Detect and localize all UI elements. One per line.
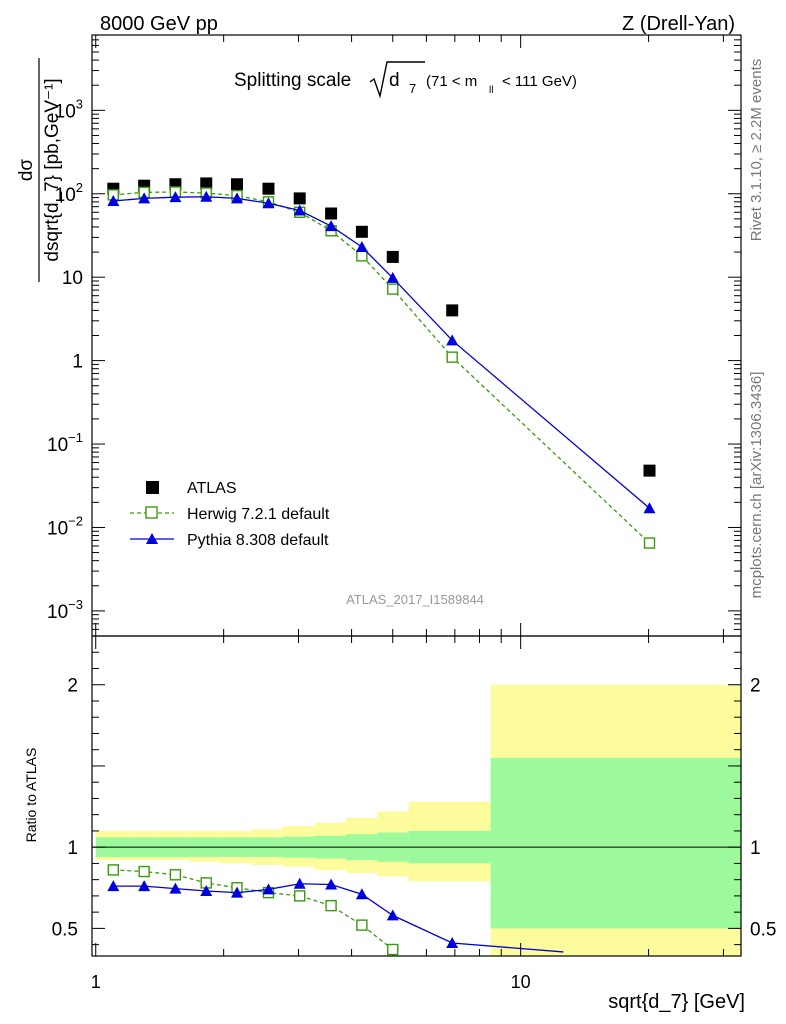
ratio-y-tick-label-right: 0.5	[750, 919, 776, 940]
data-point	[230, 178, 243, 191]
data-point	[356, 250, 368, 262]
ratio-y-tick-label-left: 2	[67, 676, 78, 697]
data-point	[643, 464, 656, 477]
ratio-point	[386, 909, 399, 921]
analysis-id: ATLAS_2017_I1589844	[346, 592, 484, 607]
data-point	[643, 537, 656, 549]
x-axis-label: sqrt{d_7} [GeV]	[608, 991, 745, 1013]
chart-marks: 1 10 10−3 10−2 10−1 1 10 102 103 0.5 0.5 1 1 2 2	[47, 34, 776, 992]
rivet-label: Rivet 3.1.10, ≥ 2.2M events	[748, 59, 765, 242]
ratio-point	[138, 865, 150, 878]
data-point	[387, 283, 399, 295]
ratio-point	[325, 878, 338, 890]
data-point	[169, 191, 182, 203]
ratio-point	[387, 943, 399, 956]
title-cut-open: (71 < m	[426, 73, 477, 90]
data-point	[386, 250, 399, 263]
ratio-line	[113, 869, 394, 951]
header-left: 8000 GeV pp	[100, 13, 218, 35]
data-point	[200, 177, 213, 190]
ratio-ylabel: Ratio to ATLAS	[23, 748, 39, 843]
data-point	[446, 334, 459, 346]
header-right: Z (Drell-Yan)	[622, 13, 735, 35]
ratio-point	[200, 885, 213, 897]
ratio-y-tick-label-left: 1	[67, 838, 78, 859]
x-tick-label: 1	[91, 972, 101, 992]
ylabel-numerator: dσ	[16, 159, 37, 182]
data-point	[446, 351, 458, 363]
main-ylabel: dσ dsqrt{d_7} [pb,GeV⁻¹]	[16, 58, 63, 282]
y-tick-label: 103	[55, 96, 83, 122]
ratio-point	[169, 882, 182, 894]
title-cut-sub: ll	[489, 85, 493, 96]
band-inner	[490, 757, 741, 929]
ratio-point	[293, 877, 306, 889]
series-line	[113, 196, 650, 509]
ratio-line	[113, 883, 564, 953]
y-tick-label: 10	[62, 268, 83, 289]
main-series-pythia	[107, 190, 656, 514]
ratio-y-tick-label-right: 1	[750, 838, 761, 859]
sqrt-sign-icon	[369, 61, 425, 99]
ratio-point	[294, 890, 306, 902]
ratio-point	[446, 937, 459, 949]
ratio-point	[169, 869, 182, 881]
legend-pythia-marker	[146, 533, 158, 544]
ratio-point	[230, 886, 243, 898]
ratio-point	[262, 883, 275, 895]
data-point	[446, 304, 459, 317]
ratio-point	[138, 880, 151, 892]
ratio-point	[107, 880, 120, 892]
ratio-point	[107, 864, 120, 876]
x-tick-label: 10	[511, 972, 531, 992]
title-cut-close: < 111 GeV)	[502, 73, 577, 90]
y-tick-label: 10−1	[47, 430, 83, 456]
data-point	[643, 502, 656, 514]
ratio-bands	[95, 684, 741, 956]
data-point	[293, 192, 306, 205]
data-point	[325, 220, 338, 232]
title-var: d	[389, 70, 400, 91]
ratio-point	[325, 899, 337, 912]
data-point	[262, 197, 275, 209]
data-point	[386, 271, 399, 283]
ratio-series-pythia	[107, 877, 564, 953]
legend-atlas-label: ATLAS	[187, 480, 237, 497]
data-point	[293, 204, 306, 216]
ylabel-denominator: dsqrt{d_7} [pb,GeV⁻¹]	[42, 78, 63, 261]
plot-title: Splitting scale d 7 (71 < m ll < 111 GeV…	[234, 61, 577, 99]
main-series-atlas	[107, 177, 656, 477]
legend-herwig-label: Herwig 7.2.1 default	[187, 506, 330, 523]
data-point	[200, 190, 213, 202]
ratio-y-tick-label-left: 0.5	[52, 919, 78, 940]
ratio-point	[356, 919, 368, 931]
legend-herwig-marker	[145, 506, 158, 519]
data-point	[107, 194, 120, 206]
data-point	[262, 182, 275, 195]
title-var-sub: 7	[409, 81, 416, 96]
legend-atlas-marker	[146, 481, 159, 494]
legend-pythia-label: Pythia 8.308 default	[187, 532, 329, 549]
data-point	[325, 207, 338, 220]
ratio-point	[355, 888, 368, 900]
y-tick-label: 1	[72, 352, 83, 373]
data-point	[138, 192, 151, 204]
data-point	[355, 225, 368, 238]
title-prefix: Splitting scale	[234, 70, 351, 91]
y-tick-label: 10−2	[47, 513, 83, 539]
legend: ATLAS Herwig 7.2.1 default Pythia 8.308 …	[130, 480, 330, 549]
y-tick-label: 102	[55, 180, 83, 206]
y-tick-label: 10−3	[47, 597, 83, 623]
data-point	[230, 192, 243, 204]
data-point	[355, 241, 368, 253]
ratio-frame	[91, 635, 742, 957]
ratio-series-herwig	[107, 864, 399, 956]
mcplots-label: mcplots.cern.ch [arXiv:1306.3436]	[748, 372, 765, 599]
ratio-y-tick-label-right: 2	[750, 676, 761, 697]
